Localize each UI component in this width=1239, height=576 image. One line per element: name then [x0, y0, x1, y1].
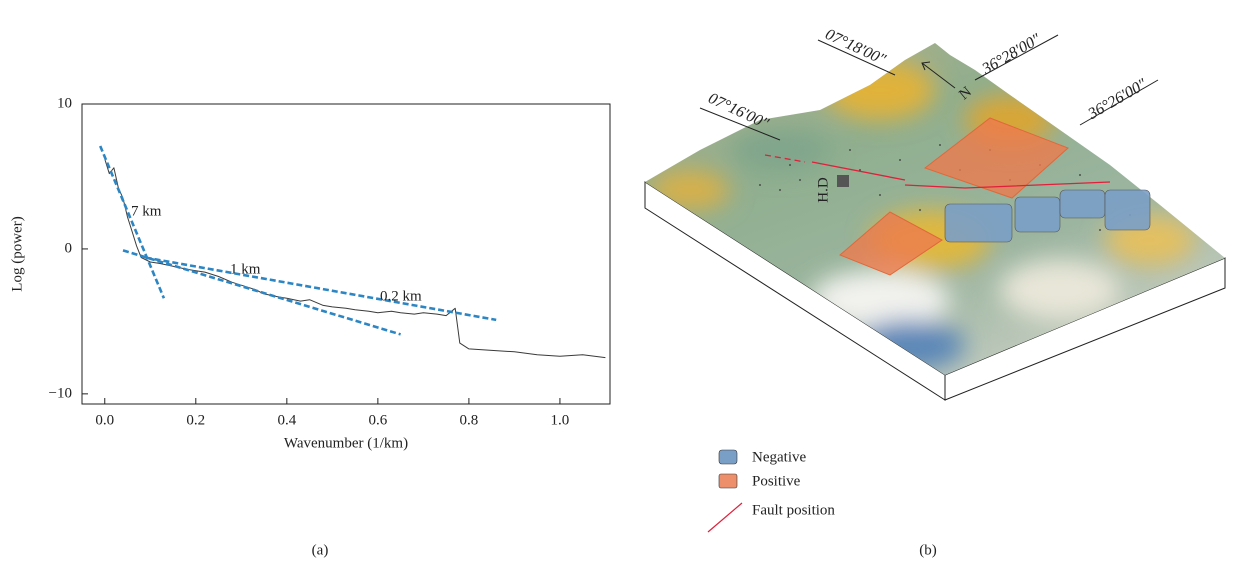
- coordinate-label: 36°26′00″: [1085, 76, 1151, 124]
- x-axis-label: Wavenumber (1/km): [284, 435, 408, 451]
- coordinate-label: 36°28′00″: [979, 31, 1045, 79]
- legend-swatch: [718, 449, 738, 465]
- positive-anomaly: [839, 117, 1069, 276]
- y-axis-label: Log (power): [9, 216, 25, 291]
- negative-anomaly: [944, 189, 1151, 243]
- x-tick-label: 1.0: [551, 412, 570, 428]
- legend-label: Negative: [752, 449, 806, 465]
- fit-line: [122, 249, 401, 336]
- x-tick-label: 0.8: [460, 412, 479, 428]
- legend-swatch: [707, 502, 743, 533]
- x-tick-label: 0.2: [186, 412, 205, 428]
- spectrum-line: [104, 158, 606, 359]
- y-tick-label: 0: [65, 240, 73, 256]
- site-marker: [837, 175, 849, 187]
- fit-line: [145, 256, 497, 322]
- fit-label: 7 km: [131, 203, 162, 219]
- site-label: H.D: [815, 177, 831, 203]
- coordinate-lines: [699, 34, 1159, 141]
- fit-label: 0.2 km: [380, 288, 422, 304]
- fault-line: [764, 154, 1111, 189]
- x-tick-label: 0.0: [95, 412, 114, 428]
- caption: (a): [312, 542, 329, 558]
- fit-line: [99, 145, 166, 299]
- x-tick-label: 0.6: [368, 412, 387, 428]
- legend-swatch: [718, 473, 738, 489]
- x-tick-label: 0.4: [277, 412, 296, 428]
- y-tick-label: 10: [57, 95, 72, 111]
- caption: (b): [919, 542, 937, 558]
- plot-frame: [81, 103, 611, 405]
- north-arrow-head: [921, 61, 931, 71]
- coordinate-label: 07°18′00″: [823, 26, 889, 69]
- y-tick-label: −10: [49, 385, 72, 401]
- legend-label: Fault position: [752, 502, 835, 518]
- legend-label: Positive: [752, 473, 801, 489]
- north-arrow: [921, 62, 956, 89]
- coordinate-label: 07°16′00″: [706, 90, 772, 133]
